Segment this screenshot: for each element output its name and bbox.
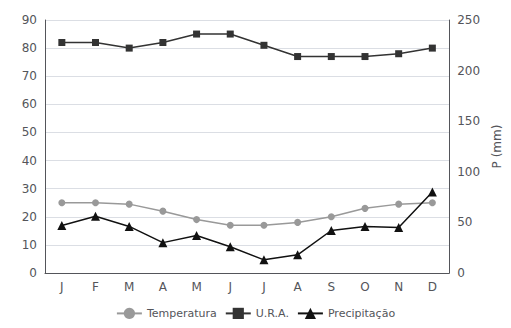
svg-text:Temperatura: Temperatura xyxy=(146,307,217,320)
svg-text:Precipitação: Precipitação xyxy=(328,307,395,320)
svg-text:30: 30 xyxy=(22,182,37,196)
svg-text:80: 80 xyxy=(22,41,37,55)
svg-text:40: 40 xyxy=(22,154,37,168)
svg-text:50: 50 xyxy=(457,215,472,229)
svg-text:A: A xyxy=(294,280,303,294)
svg-text:J: J xyxy=(227,280,232,294)
svg-text:J: J xyxy=(59,280,64,294)
svg-text:100: 100 xyxy=(457,165,480,179)
svg-text:60: 60 xyxy=(22,97,37,111)
svg-text:O: O xyxy=(360,280,369,294)
svg-text:90: 90 xyxy=(22,13,37,27)
svg-text:10: 10 xyxy=(22,238,37,252)
svg-text:50: 50 xyxy=(22,125,37,139)
svg-text:200: 200 xyxy=(457,64,480,78)
svg-text:S: S xyxy=(327,280,335,294)
svg-text:U.R.A.: U.R.A. xyxy=(256,307,289,320)
svg-text:150: 150 xyxy=(457,114,480,128)
svg-text:M: M xyxy=(191,280,201,294)
svg-text:F: F xyxy=(92,280,99,294)
svg-text:0: 0 xyxy=(457,266,465,280)
svg-text:M: M xyxy=(124,280,134,294)
svg-text:D: D xyxy=(428,280,437,294)
svg-text:A: A xyxy=(159,280,168,294)
svg-text:N: N xyxy=(394,280,403,294)
svg-text:J: J xyxy=(261,280,266,294)
svg-text:70: 70 xyxy=(22,69,37,83)
svg-text:250: 250 xyxy=(457,13,480,27)
svg-text:0: 0 xyxy=(29,266,37,280)
svg-text:20: 20 xyxy=(22,210,37,224)
svg-text:P (mm): P (mm) xyxy=(490,125,504,169)
